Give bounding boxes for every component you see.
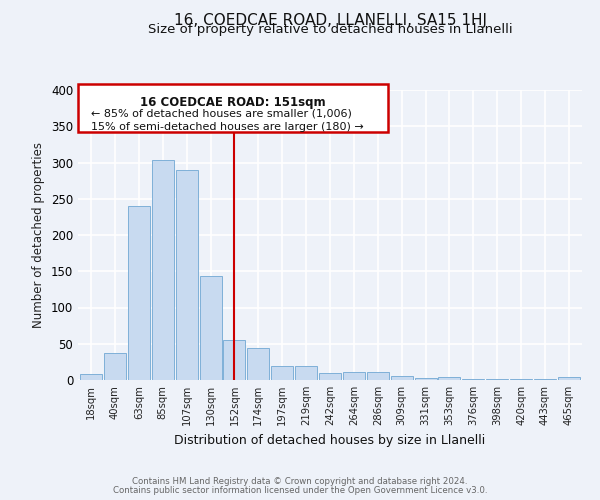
Bar: [223, 340, 245, 380]
Text: 16 COEDCAE ROAD: 151sqm: 16 COEDCAE ROAD: 151sqm: [140, 96, 326, 109]
Bar: [152, 160, 174, 380]
FancyBboxPatch shape: [78, 84, 388, 132]
Text: 15% of semi-detached houses are larger (180) →: 15% of semi-detached houses are larger (…: [91, 122, 364, 132]
Bar: [80, 374, 102, 380]
X-axis label: Distribution of detached houses by size in Llanelli: Distribution of detached houses by size …: [175, 434, 485, 446]
Bar: [271, 366, 293, 380]
Bar: [295, 366, 317, 380]
Bar: [343, 372, 365, 380]
Text: Contains HM Land Registry data © Crown copyright and database right 2024.: Contains HM Land Registry data © Crown c…: [132, 477, 468, 486]
Bar: [415, 378, 437, 380]
Bar: [128, 206, 150, 380]
Bar: [391, 376, 413, 380]
Text: 16, COEDCAE ROAD, LLANELLI, SA15 1HJ: 16, COEDCAE ROAD, LLANELLI, SA15 1HJ: [173, 12, 487, 28]
Y-axis label: Number of detached properties: Number of detached properties: [32, 142, 46, 328]
Text: ← 85% of detached houses are smaller (1,006): ← 85% of detached houses are smaller (1,…: [91, 109, 352, 119]
Bar: [439, 377, 460, 380]
Bar: [463, 378, 484, 380]
Text: Contains public sector information licensed under the Open Government Licence v3: Contains public sector information licen…: [113, 486, 487, 495]
Text: Size of property relative to detached houses in Llanelli: Size of property relative to detached ho…: [148, 24, 512, 36]
Bar: [486, 378, 508, 380]
Bar: [200, 276, 221, 380]
Bar: [104, 353, 126, 380]
Bar: [558, 377, 580, 380]
Bar: [247, 348, 269, 380]
Bar: [319, 373, 341, 380]
Bar: [367, 372, 389, 380]
Bar: [176, 170, 197, 380]
Bar: [534, 378, 556, 380]
